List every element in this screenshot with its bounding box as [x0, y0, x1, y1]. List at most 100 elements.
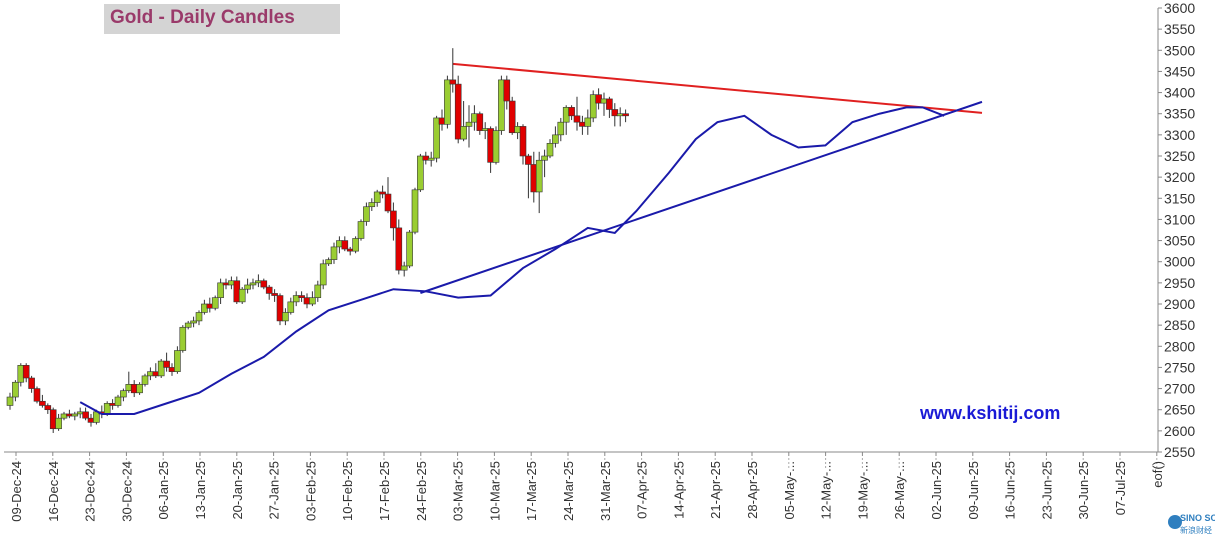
x-tick-label: 24-Feb-25 — [414, 461, 429, 521]
candle-down — [395, 227, 403, 271]
y-tick-label: 3100 — [1164, 211, 1195, 227]
candle-down — [622, 113, 629, 117]
y-tick-label: 2550 — [1164, 444, 1195, 460]
y-tick-label: 3150 — [1164, 190, 1195, 206]
sina-logo: SINO SOUND 新浪财经 — [1168, 513, 1215, 543]
x-tick-label: 02-Jun-25 — [929, 461, 944, 520]
y-tick-label: 3000 — [1164, 254, 1195, 270]
candle-up — [17, 365, 25, 383]
candle-up — [76, 411, 84, 415]
x-tick-label: 27-Jan-25 — [267, 461, 282, 520]
candle-up — [492, 130, 500, 163]
candle-up — [55, 417, 62, 430]
candle-down — [390, 210, 397, 229]
candle-down — [422, 155, 430, 161]
candle-up — [465, 121, 473, 127]
y-tick-label: 3300 — [1164, 127, 1195, 143]
y-tick-label: 3550 — [1164, 21, 1195, 37]
candle-down — [519, 126, 527, 157]
y-tick-label: 3450 — [1164, 63, 1195, 79]
candle-up — [309, 297, 316, 305]
candle-up — [557, 121, 565, 136]
candle-up — [406, 231, 413, 267]
logo-subtitle: 新浪财经 — [1180, 526, 1212, 535]
candle-down — [44, 405, 52, 411]
y-tick-label: 2650 — [1164, 402, 1195, 418]
x-tick-label: 10-Mar-25 — [487, 461, 502, 521]
x-tick-label: 31-Mar-25 — [598, 461, 613, 521]
candle-down — [508, 100, 516, 134]
candle-down — [260, 280, 268, 288]
candle-up — [228, 280, 235, 286]
candle-down — [454, 83, 462, 140]
candle-up — [600, 98, 608, 104]
candle-down — [379, 191, 386, 195]
candle-down — [606, 98, 613, 110]
candle-up — [325, 259, 332, 265]
candle-down — [384, 193, 392, 212]
candle-up — [514, 126, 521, 134]
candle-up — [249, 282, 257, 286]
candle-up — [287, 301, 295, 313]
x-tick-label: 03-Mar-25 — [451, 461, 466, 521]
candle-up — [195, 312, 203, 322]
candle-down — [109, 403, 116, 406]
candle-up — [411, 189, 419, 233]
x-tick-label: 28-Apr-25 — [745, 461, 760, 519]
candle-up — [460, 126, 467, 140]
candle-up — [211, 297, 219, 309]
logo-icon — [1168, 515, 1182, 529]
candle-down — [82, 411, 89, 419]
candle-up — [184, 322, 192, 328]
candle-up — [114, 396, 122, 406]
x-tick-label: 07-Jul-25 — [1113, 461, 1128, 515]
candle-down — [130, 384, 138, 394]
candle-up — [141, 375, 149, 385]
candle-down — [28, 377, 35, 389]
x-tick-label: 20-Jan-25 — [230, 461, 245, 520]
candle-down — [265, 286, 273, 294]
candle-up — [552, 134, 559, 144]
candle-up — [292, 295, 300, 303]
candle-down — [525, 155, 532, 165]
y-tick-label: 2900 — [1164, 296, 1195, 312]
candle-down — [573, 115, 581, 123]
candle-up — [541, 155, 548, 161]
x-tick-label: 03-Feb-25 — [303, 461, 318, 521]
candle-down — [163, 360, 170, 368]
candle-down — [449, 79, 457, 85]
candle-up — [147, 371, 154, 377]
x-tick-label: eof() — [1150, 461, 1165, 488]
candle-up — [201, 303, 208, 313]
y-tick-label: 2700 — [1164, 381, 1195, 397]
candle-up — [120, 390, 127, 398]
candle-up — [427, 157, 435, 161]
x-tick-label: 10-Feb-25 — [340, 461, 355, 521]
candle-up — [71, 413, 79, 417]
moving-average-line — [79, 106, 945, 415]
y-tick-label: 3500 — [1164, 42, 1195, 58]
candle-down — [33, 388, 41, 402]
y-tick-label: 2600 — [1164, 423, 1195, 439]
candle-up — [417, 155, 424, 191]
candle-up — [363, 206, 370, 222]
candle-up — [368, 202, 376, 208]
candle-up — [238, 288, 246, 303]
candle-up — [433, 117, 440, 159]
chart-title: Gold - Daily Candles — [110, 7, 295, 28]
candle-down — [476, 113, 484, 131]
candle-up — [400, 265, 408, 271]
x-tick-label: 12-May-... — [819, 461, 834, 520]
candle-up — [546, 143, 554, 157]
x-tick-label: 26-May-... — [892, 461, 907, 520]
candle-down — [271, 293, 278, 296]
candle-up — [179, 326, 187, 351]
candle-up — [282, 312, 289, 322]
candle-down — [87, 417, 95, 423]
x-tick-label: 13-Jan-25 — [193, 461, 208, 520]
candle-down — [298, 295, 305, 298]
candle-down — [276, 295, 284, 322]
candle-up — [589, 94, 597, 119]
x-tick-label: 16-Jun-25 — [1003, 461, 1018, 520]
